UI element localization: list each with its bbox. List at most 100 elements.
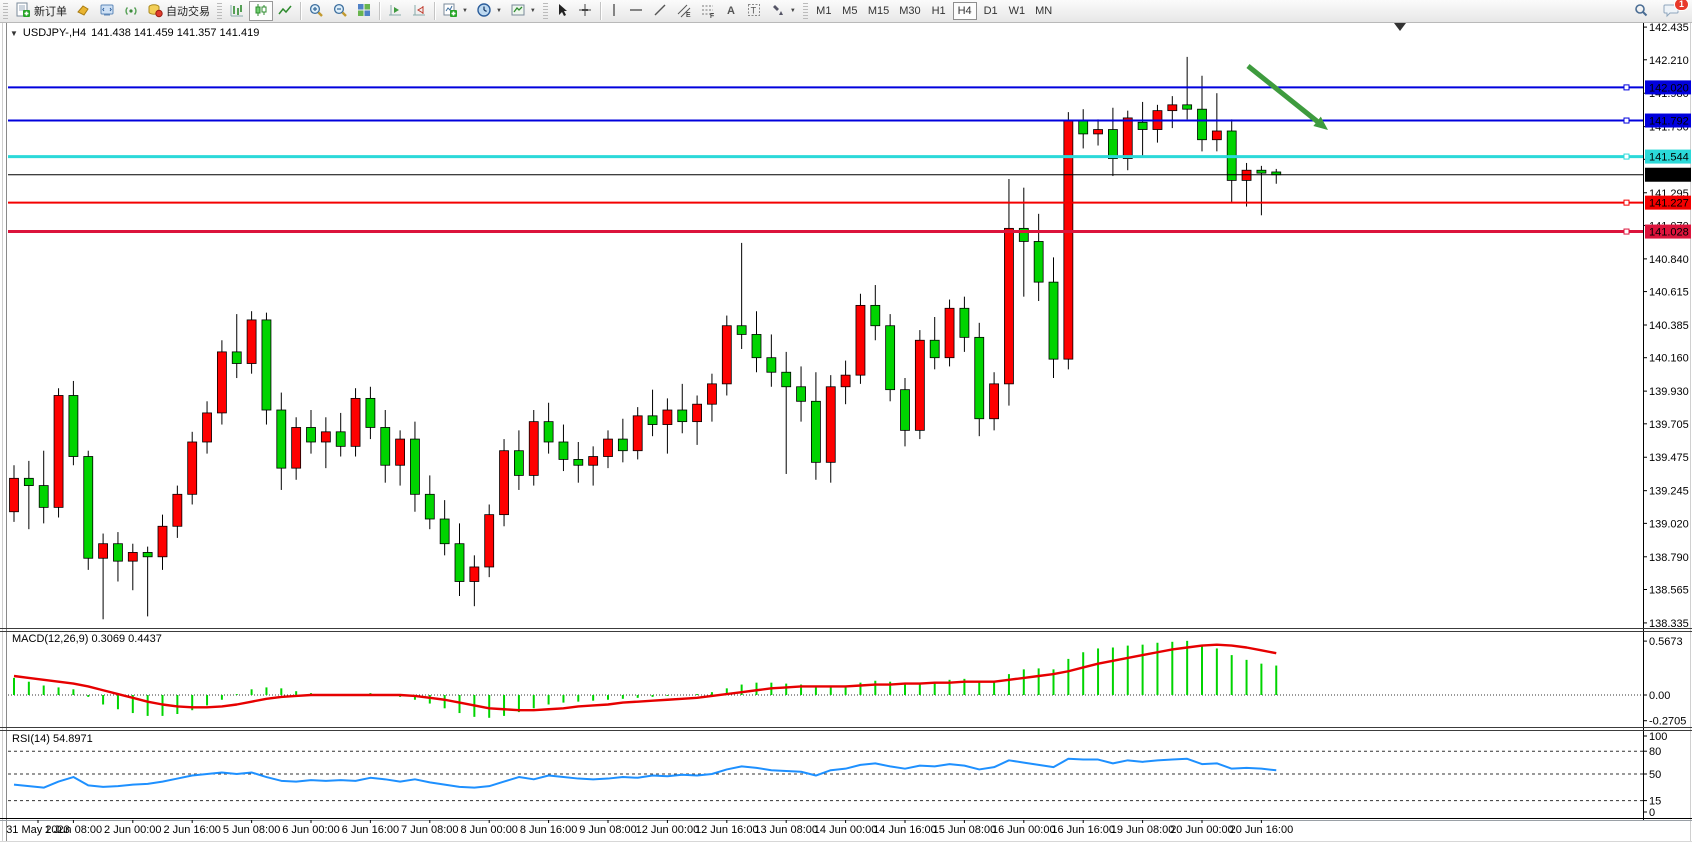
candle-body <box>692 403 702 423</box>
channel-tool-button[interactable]: E <box>672 1 696 21</box>
candle-body <box>98 543 108 559</box>
time-tick-label: 1 Jun 08:00 <box>45 824 103 836</box>
candle-body <box>1182 104 1193 110</box>
chevron-down-icon: ▼ <box>462 8 468 14</box>
time-tick-label: 16 Jun 16:00 <box>1051 824 1115 836</box>
market-icon <box>75 2 91 21</box>
crosshair-icon <box>577 2 593 21</box>
svg-text:T: T <box>750 5 756 15</box>
timeframe-m1[interactable]: M1 <box>812 2 836 20</box>
rsi-indicator-label: RSI(14) 54.8971 <box>12 733 93 745</box>
candle-body <box>127 552 138 562</box>
toolbar-grip[interactable] <box>3 3 8 19</box>
horizontal-level-lines[interactable] <box>8 84 1643 235</box>
time-tick-label: 9 Jun 08:00 <box>579 824 637 836</box>
text-a-icon: A <box>724 2 738 21</box>
new-order-button[interactable]: 新订单 <box>11 1 71 21</box>
signals-button[interactable] <box>119 1 143 21</box>
crosshair-button[interactable] <box>573 1 597 21</box>
market-button[interactable] <box>71 1 95 21</box>
time-tick-label: 8 Jun 00:00 <box>460 824 518 836</box>
auto-scroll-icon <box>387 2 403 21</box>
equidistant-channel-icon: E <box>676 2 692 21</box>
text-label-tool-button[interactable]: T <box>742 1 766 21</box>
timeframe-h4[interactable]: H4 <box>952 2 977 20</box>
metaeditor-button[interactable] <box>95 1 119 21</box>
one-click-trading-toggle[interactable]: ▼ <box>10 28 18 38</box>
candle-body <box>811 400 821 463</box>
autotrading-button[interactable]: 自动交易 <box>143 1 214 21</box>
candle-body <box>543 421 554 443</box>
trendline-tool-button[interactable] <box>648 1 672 21</box>
candle-body <box>796 386 806 402</box>
cursor-button[interactable] <box>551 1 573 21</box>
vertical-line-tool-button[interactable] <box>604 1 624 21</box>
time-tick-label: 2 Jun 00:00 <box>104 824 162 836</box>
timeframe-h1[interactable]: H1 <box>927 2 951 20</box>
chart-candles-button[interactable] <box>249 1 273 21</box>
candle-body <box>573 459 584 466</box>
zoom-out-button[interactable] <box>328 1 352 21</box>
templates-button[interactable]: ▼ <box>506 1 540 21</box>
periods-button[interactable]: ▼ <box>472 1 506 21</box>
chart-shift-marker[interactable] <box>1394 23 1406 31</box>
arrows-tool-button[interactable]: ▼ <box>766 1 800 21</box>
toolbar-grip[interactable] <box>802 3 808 19</box>
candle-body <box>781 371 792 388</box>
time-tick-label: 20 Jun 00:00 <box>1170 824 1234 836</box>
tile-windows-button[interactable] <box>352 1 376 21</box>
timeframe-w1[interactable]: W1 <box>1005 2 1030 20</box>
candle-body <box>469 566 480 582</box>
rsi-axis-label: 50 <box>1649 769 1661 781</box>
line-handle[interactable] <box>1623 153 1630 160</box>
price-tick-label: 140.840 <box>1649 254 1689 266</box>
time-tick-label: 8 Jun 16:00 <box>520 824 578 836</box>
candle-body <box>617 438 628 452</box>
chart-line-button[interactable] <box>273 1 297 21</box>
shift-marker-group[interactable] <box>1394 23 1406 31</box>
text-tool-button[interactable]: A <box>720 1 742 21</box>
candle-body <box>454 543 465 582</box>
search-button[interactable] <box>1629 1 1653 21</box>
line-handle[interactable] <box>1623 117 1630 124</box>
timeframe-mn[interactable]: MN <box>1031 2 1056 20</box>
zoom-in-button[interactable] <box>304 1 328 21</box>
line-handle[interactable] <box>1623 228 1630 235</box>
line-handle[interactable] <box>1623 84 1630 91</box>
timeframe-m5[interactable]: M5 <box>838 2 862 20</box>
time-tick-label: 7 Jun 08:00 <box>401 824 459 836</box>
candle-body <box>1122 117 1133 160</box>
chart-bars-button[interactable] <box>225 1 249 21</box>
toolbar: 新订单 自动交易 ▼ ▼ ▼ E F A T ▼ <box>0 0 1692 23</box>
zoom-out-icon <box>332 2 348 21</box>
toolbar-grip[interactable] <box>542 3 548 19</box>
time-tick-label: 20 Jun 16:00 <box>1230 824 1294 836</box>
chevron-down-icon: ▼ <box>529 8 536 14</box>
timeframe-m15[interactable]: M15 <box>864 2 893 20</box>
candle-body <box>1108 129 1118 160</box>
timeframe-d1[interactable]: D1 <box>979 2 1003 20</box>
arrow-annotation[interactable] <box>1246 64 1328 130</box>
candle-body <box>1048 281 1059 360</box>
text-label-icon: T <box>746 2 762 21</box>
notifications-button[interactable]: 1 <box>1659 0 1689 21</box>
candle-body <box>974 336 985 420</box>
fibonacci-tool-button[interactable]: F <box>696 1 720 21</box>
auto-scroll-button[interactable] <box>383 1 407 21</box>
chart-shift-button[interactable] <box>407 1 431 21</box>
toolbar-grip[interactable] <box>217 3 222 19</box>
timeframe-m30[interactable]: M30 <box>895 2 924 20</box>
candle-body <box>900 389 910 431</box>
clock-icon <box>476 2 492 21</box>
bar-chart-icon <box>229 2 245 21</box>
time-tick-label: 16 Jun 00:00 <box>992 824 1056 836</box>
line-handle[interactable] <box>1623 199 1630 206</box>
price-axis[interactable]: 142.435142.210141.980141.750141.525141.2… <box>1643 22 1691 630</box>
candle-body <box>439 518 450 545</box>
candle-body <box>1018 227 1029 242</box>
horizontal-line-tool-button[interactable] <box>624 1 648 21</box>
new-chart-button[interactable]: ▼ <box>438 1 472 21</box>
candle-body <box>1167 104 1178 112</box>
